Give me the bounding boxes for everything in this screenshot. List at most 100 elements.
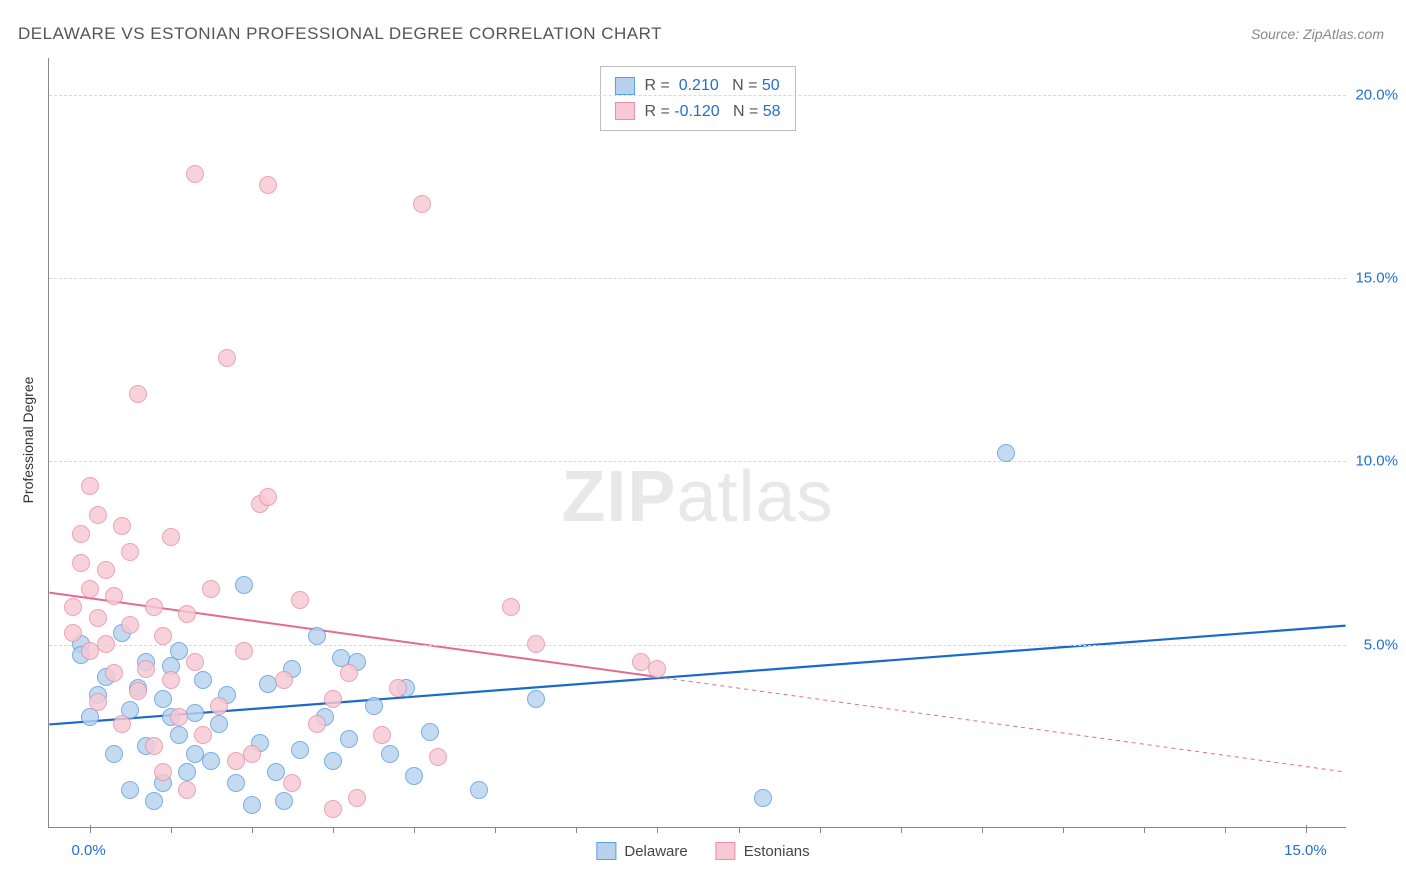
scatter-point-estonians: [154, 763, 172, 781]
watermark-atlas: atlas: [676, 457, 833, 537]
scatter-point-delaware: [405, 767, 423, 785]
scatter-point-estonians: [178, 781, 196, 799]
scatter-point-delaware: [170, 642, 188, 660]
scatter-point-delaware: [267, 763, 285, 781]
scatter-point-estonians: [389, 679, 407, 697]
y-axis-label: Professional Degree: [20, 377, 36, 504]
scatter-point-delaware: [308, 627, 326, 645]
scatter-point-estonians: [81, 477, 99, 495]
x-tick-minor: [901, 827, 902, 833]
scatter-point-estonians: [186, 165, 204, 183]
x-tick-minor: [982, 827, 983, 833]
y-tick-label: 10.0%: [1355, 453, 1398, 470]
scatter-point-delaware: [178, 763, 196, 781]
chart-title: DELAWARE VS ESTONIAN PROFESSIONAL DEGREE…: [18, 24, 662, 44]
scatter-point-delaware: [421, 723, 439, 741]
scatter-point-estonians: [72, 525, 90, 543]
scatter-point-delaware: [243, 796, 261, 814]
scatter-point-estonians: [194, 726, 212, 744]
scatter-point-delaware: [170, 726, 188, 744]
scatter-point-estonians: [291, 591, 309, 609]
scatter-point-estonians: [89, 693, 107, 711]
y-tick-label: 15.0%: [1355, 270, 1398, 287]
scatter-point-delaware: [259, 675, 277, 693]
x-tick-minor: [820, 827, 821, 833]
x-tick-minor: [1225, 827, 1226, 833]
x-tick-minor: [333, 827, 334, 833]
legend-swatch: [614, 102, 634, 120]
scatter-point-estonians: [340, 664, 358, 682]
scatter-point-estonians: [170, 708, 188, 726]
scatter-point-delaware: [324, 752, 342, 770]
scatter-point-estonians: [72, 554, 90, 572]
scatter-point-estonians: [373, 726, 391, 744]
y-tick-label: 20.0%: [1355, 86, 1398, 103]
legend-item: Estonians: [716, 842, 810, 860]
scatter-point-estonians: [89, 506, 107, 524]
scatter-point-estonians: [348, 789, 366, 807]
gridline-h: [49, 461, 1346, 462]
source-label: Source: ZipAtlas.com: [1251, 26, 1384, 42]
scatter-point-estonians: [113, 517, 131, 535]
x-tick-label: 15.0%: [1284, 842, 1327, 859]
scatter-point-estonians: [121, 616, 139, 634]
watermark-zip: ZIP: [561, 457, 676, 537]
scatter-point-delaware: [154, 690, 172, 708]
delaware-trend: [49, 626, 1345, 725]
scatter-point-estonians: [202, 580, 220, 598]
scatter-point-estonians: [243, 745, 261, 763]
scatter-point-estonians: [308, 715, 326, 733]
x-tick-major: [90, 825, 91, 833]
scatter-point-delaware: [121, 781, 139, 799]
stats-text: R = -0.120 N = 58: [644, 99, 780, 125]
scatter-point-estonians: [502, 598, 520, 616]
scatter-point-delaware: [275, 792, 293, 810]
scatter-point-delaware: [381, 745, 399, 763]
scatter-point-estonians: [324, 690, 342, 708]
y-tick-label: 5.0%: [1364, 636, 1398, 653]
x-tick-minor: [171, 827, 172, 833]
legend-label: Delaware: [624, 843, 687, 860]
x-tick-minor: [1063, 827, 1064, 833]
x-tick-minor: [1144, 827, 1145, 833]
scatter-point-delaware: [105, 745, 123, 763]
scatter-point-estonians: [235, 642, 253, 660]
trend-lines: [49, 58, 1346, 827]
x-tick-minor: [576, 827, 577, 833]
estonians-trend-dashed: [657, 677, 1346, 772]
scatter-point-delaware: [145, 792, 163, 810]
gridline-h: [49, 95, 1346, 96]
scatter-point-delaware: [365, 697, 383, 715]
scatter-point-delaware: [470, 781, 488, 799]
scatter-point-estonians: [186, 653, 204, 671]
x-tick-minor: [739, 827, 740, 833]
scatter-point-estonians: [121, 543, 139, 561]
scatter-point-estonians: [178, 605, 196, 623]
scatter-point-delaware: [210, 715, 228, 733]
x-tick-major: [1306, 825, 1307, 833]
x-tick-minor: [252, 827, 253, 833]
scatter-point-estonians: [89, 609, 107, 627]
scatter-point-estonians: [429, 748, 447, 766]
scatter-point-estonians: [105, 587, 123, 605]
watermark: ZIPatlas: [561, 456, 833, 538]
scatter-point-delaware: [235, 576, 253, 594]
scatter-point-estonians: [113, 715, 131, 733]
scatter-point-estonians: [129, 682, 147, 700]
legend-swatch: [614, 77, 634, 95]
scatter-point-estonians: [324, 800, 342, 818]
legend-item: Delaware: [596, 842, 687, 860]
scatter-point-delaware: [186, 704, 204, 722]
x-tick-minor: [414, 827, 415, 833]
scatter-point-estonians: [283, 774, 301, 792]
x-tick-minor: [495, 827, 496, 833]
scatter-point-estonians: [218, 349, 236, 367]
plot-area: ZIPatlas R = 0.210 N = 50R = -0.120 N = …: [48, 58, 1346, 828]
scatter-point-delaware: [997, 444, 1015, 462]
scatter-point-estonians: [259, 176, 277, 194]
scatter-point-estonians: [162, 528, 180, 546]
scatter-point-estonians: [145, 598, 163, 616]
scatter-point-estonians: [105, 664, 123, 682]
scatter-point-estonians: [64, 624, 82, 642]
stats-legend: R = 0.210 N = 50R = -0.120 N = 58: [599, 66, 795, 131]
